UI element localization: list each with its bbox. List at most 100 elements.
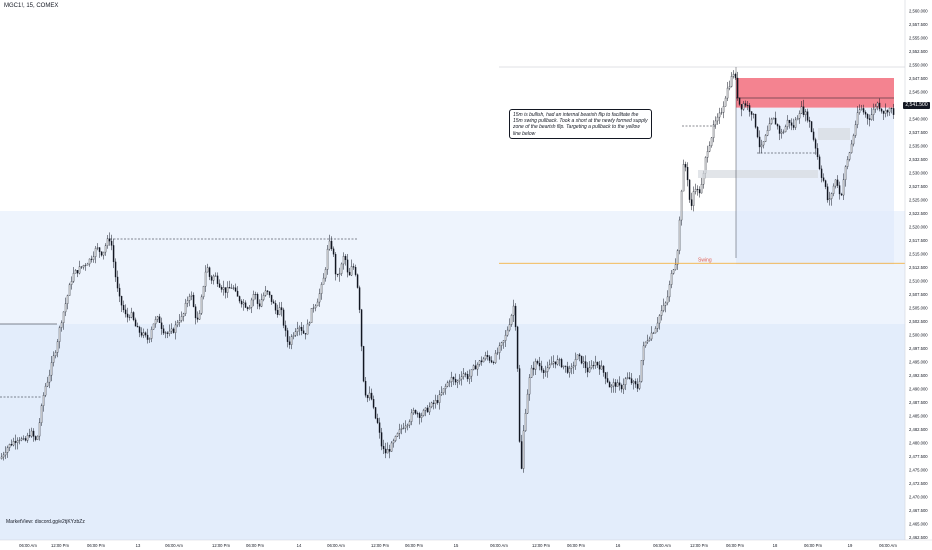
candle-body <box>128 316 131 318</box>
candle-body <box>320 284 323 294</box>
candle-body <box>516 326 519 369</box>
candle-body <box>560 359 563 368</box>
candle-body <box>774 117 777 125</box>
candle-body <box>618 382 621 386</box>
candle-body <box>598 364 601 370</box>
candle-body <box>312 307 315 309</box>
candle-body <box>436 400 439 403</box>
candle-body <box>296 328 299 332</box>
candle-body <box>22 438 25 440</box>
candle-body <box>496 352 499 354</box>
candle-body <box>290 336 293 345</box>
y-tick-label: 2,470.000 <box>909 494 928 499</box>
candle-body <box>698 189 701 194</box>
x-tick-label: 12:00 Pm <box>51 543 69 548</box>
y-tick-label: 2,537.500 <box>909 130 928 135</box>
candle-body <box>418 413 421 418</box>
candle-body <box>838 185 841 195</box>
y-tick-label: 2,510.000 <box>909 278 928 283</box>
candle-body <box>724 97 727 107</box>
candle-body <box>216 275 219 284</box>
candle-body <box>442 388 445 393</box>
candle-body <box>250 299 253 308</box>
candle-body <box>830 193 833 199</box>
candle-body <box>434 400 437 404</box>
candle-body <box>48 374 51 383</box>
candle-body <box>632 381 635 384</box>
y-tick-label: 2,522.500 <box>909 211 928 216</box>
x-tick-label: 15 <box>454 543 459 548</box>
annotation-note[interactable]: 15m is bullish, had an internal bearish … <box>509 109 652 139</box>
candle-body <box>12 441 15 446</box>
x-tick-label: 12:00 Pm <box>690 543 708 548</box>
candle-body <box>706 151 709 158</box>
x-tick-label: 06:00 Pm <box>804 543 822 548</box>
levels-layer: Swing <box>0 66 905 398</box>
candle-body <box>336 273 339 276</box>
candle-body <box>294 331 297 336</box>
candle-body <box>318 293 321 303</box>
candle-body <box>180 316 183 321</box>
candle-body <box>716 116 719 122</box>
candle-body <box>586 367 589 373</box>
candle-body <box>220 287 223 290</box>
candle-body <box>146 334 149 340</box>
candle-body <box>62 311 65 324</box>
candle-body <box>662 305 665 311</box>
candle-body <box>548 364 551 368</box>
candle-body <box>490 360 493 363</box>
candle-body <box>38 422 41 437</box>
candle-body <box>808 120 811 122</box>
candle-body <box>846 159 849 167</box>
candle-body <box>532 367 535 370</box>
candle-body <box>40 405 43 423</box>
candle-body <box>120 296 123 306</box>
candle-body <box>424 407 427 411</box>
y-tick-label: 2,497.500 <box>909 346 928 351</box>
candle-body <box>346 259 349 273</box>
candle-body <box>756 127 759 138</box>
candle-body <box>150 329 153 339</box>
candle-body <box>322 277 325 285</box>
candle-body <box>690 199 693 206</box>
candle-body <box>684 164 687 168</box>
candle-body <box>212 275 215 281</box>
symbol-title: MGC1!, 15, COMEX <box>4 3 59 9</box>
candle-body <box>872 108 875 115</box>
candle-body <box>878 102 881 110</box>
y-tick-label: 2,530.000 <box>909 170 928 175</box>
candle-body <box>72 272 75 282</box>
candle-body <box>432 402 435 404</box>
candle-body <box>688 179 691 200</box>
candle-body <box>184 302 187 314</box>
candle-body <box>108 238 111 242</box>
candle-body <box>166 332 169 334</box>
candle-body <box>82 265 85 268</box>
candle-body <box>760 144 763 148</box>
candle-body <box>506 329 509 336</box>
candle-body <box>530 367 533 378</box>
candle-body <box>604 372 607 379</box>
candle-body <box>362 346 365 382</box>
candle-body <box>730 76 733 87</box>
candle-body <box>848 152 851 160</box>
candle-body <box>222 287 225 290</box>
candle-body <box>740 104 743 110</box>
candle-body <box>886 110 889 113</box>
candle-body <box>814 139 817 149</box>
candle-body <box>736 77 739 98</box>
candle-body <box>480 360 483 363</box>
candle-body <box>510 315 513 325</box>
y-tick-label: 2,502.500 <box>909 319 928 324</box>
candle-body <box>454 378 457 383</box>
candle-body <box>178 320 181 323</box>
candle-body <box>308 322 311 325</box>
candle-body <box>84 264 87 266</box>
candle-body <box>198 313 201 320</box>
candle-body <box>642 345 645 361</box>
candle-body <box>254 294 257 296</box>
candle-body <box>192 294 195 307</box>
candle-body <box>656 322 659 329</box>
candle-body <box>138 326 141 333</box>
